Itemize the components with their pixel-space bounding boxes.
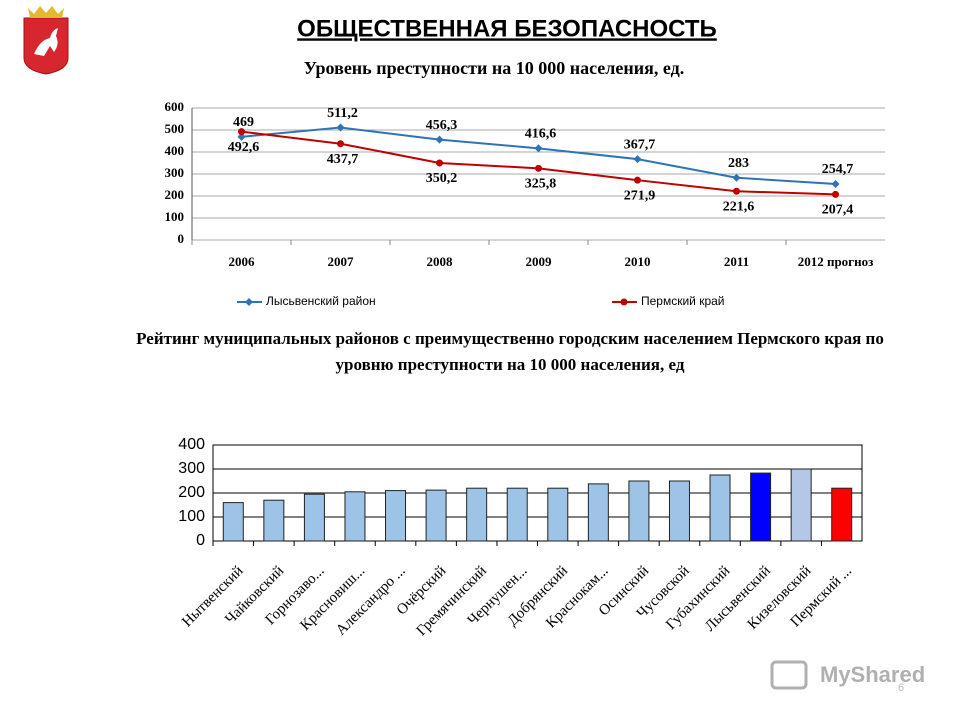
y-tick-label: 300 [165, 165, 185, 180]
bar [303, 493, 325, 542]
data-label: 207,4 [822, 203, 854, 218]
point [535, 164, 542, 172]
bar [344, 491, 366, 542]
page-number: 6 [898, 682, 904, 694]
data-label: 456,3 [426, 118, 458, 133]
x-tick-label: 2009 [526, 254, 553, 269]
data-label: 254,7 [822, 162, 854, 177]
chart-title: Уровень преступности на 10 000 населения… [304, 58, 684, 78]
data-label: 511,2 [327, 106, 358, 121]
point [831, 179, 840, 188]
x-tick-label: Гремячинский [414, 563, 490, 639]
bar [263, 499, 285, 542]
data-label: 469 [233, 115, 254, 130]
bar [425, 489, 447, 542]
data-label: 325,8 [525, 177, 557, 192]
logo [23, 6, 69, 75]
x-tick-label: 2012 прогноз [798, 254, 874, 269]
legend-label: Пермский край [641, 294, 725, 308]
point [237, 132, 246, 141]
point [634, 176, 641, 184]
legend-label: Лысьвенский район [266, 294, 376, 308]
x-tick-label: 2006 [229, 254, 256, 269]
bar [628, 480, 650, 542]
data-label: 416,6 [525, 127, 557, 142]
point [633, 155, 642, 164]
y-tick-label: 500 [165, 121, 185, 136]
y-tick-label: 0 [196, 532, 205, 549]
bar [709, 474, 731, 542]
y-tick-label: 100 [165, 209, 185, 224]
bar [385, 490, 407, 542]
y-tick-label: 200 [165, 187, 185, 202]
point [435, 135, 444, 144]
x-tick-label: 2008 [427, 254, 454, 269]
data-label: 271,9 [624, 188, 656, 203]
bar [831, 487, 853, 542]
data-label: 350,2 [426, 171, 458, 186]
chart-title: Рейтинг муниципальных районов с преимуще… [136, 329, 884, 374]
bar [790, 468, 812, 542]
data-label: 367,7 [624, 137, 656, 152]
point [337, 140, 344, 148]
legend-marker [620, 298, 628, 306]
bar [466, 487, 488, 542]
data-label: 221,6 [723, 199, 755, 214]
y-tick-label: 300 [178, 460, 205, 477]
y-tick-label: 200 [178, 484, 205, 501]
point [832, 190, 839, 198]
point [436, 159, 443, 167]
legend-marker [245, 298, 253, 306]
watermark: MyShared [820, 662, 925, 687]
x-tick-label: 2011 [724, 254, 749, 269]
point [238, 128, 245, 136]
y-tick-label: 0 [178, 231, 185, 246]
bar [668, 480, 690, 542]
y-tick-label: 100 [178, 508, 205, 525]
point [732, 173, 741, 182]
data-label: 283 [728, 156, 749, 171]
y-tick-label: 400 [165, 143, 185, 158]
point [534, 144, 543, 153]
bar [587, 483, 609, 542]
y-tick-label: 400 [178, 436, 205, 453]
bar [222, 502, 244, 542]
bar [547, 487, 569, 542]
watermark-icon [770, 660, 808, 690]
x-tick-label: 2010 [625, 254, 651, 269]
x-tick-label: 2007 [328, 254, 355, 269]
point [336, 123, 345, 132]
bar [750, 472, 772, 542]
data-label: 492,6 [228, 140, 260, 155]
bar [506, 487, 528, 542]
point [733, 187, 740, 195]
slide-title: ОБЩЕСТВЕННАЯ БЕЗОПАСНОСТЬ [297, 15, 717, 42]
data-label: 437,7 [327, 152, 359, 167]
y-tick-label: 600 [165, 99, 185, 114]
